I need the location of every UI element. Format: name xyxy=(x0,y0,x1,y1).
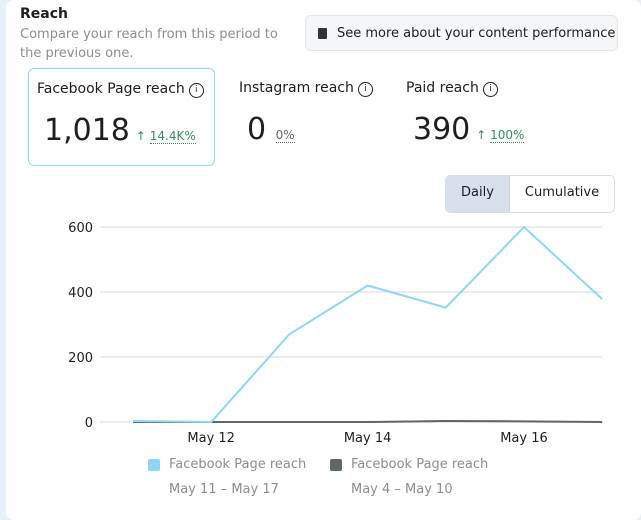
info-icon[interactable]: i xyxy=(482,82,498,97)
y-tick-label: 200 xyxy=(68,351,93,366)
x-tick-label: May 12 xyxy=(187,431,235,446)
metric-delta[interactable]: 100% xyxy=(490,128,525,143)
series-line-current xyxy=(132,225,603,424)
info-icon[interactable]: i xyxy=(188,83,204,98)
y-tick-label: 600 xyxy=(68,221,93,236)
legend-period: May 4 – May 10 xyxy=(351,482,453,497)
y-tick-label: 400 xyxy=(68,286,93,301)
notebook-icon xyxy=(318,27,327,39)
arrow-up-icon: ↑ xyxy=(476,128,487,142)
metric-label: Paid reach xyxy=(406,80,479,96)
metric-facebook-page-reach[interactable]: Facebook Page reach i 1,018 ↑ 14.4K% xyxy=(28,68,215,166)
metric-delta[interactable]: 14.4K% xyxy=(149,129,196,144)
metric-value: 390 xyxy=(413,112,471,147)
legend-label: Facebook Page reach xyxy=(351,457,489,472)
y-tick-label: 0 xyxy=(85,416,93,431)
x-tick-label: May 14 xyxy=(344,431,392,446)
metric-delta[interactable]: 0% xyxy=(275,128,295,143)
see-more-label: See more about your content performance xyxy=(337,25,616,41)
see-more-button[interactable]: See more about your content performance xyxy=(305,15,618,51)
legend-swatch xyxy=(330,459,342,471)
legend-swatch xyxy=(148,459,160,471)
metric-value: 0 xyxy=(247,112,267,147)
section-title: Reach xyxy=(20,6,68,22)
cumulative-button[interactable]: Cumulative xyxy=(524,185,600,200)
metric-paid-reach[interactable]: Paid reach i 390 ↑ 100% xyxy=(398,68,568,166)
metric-value: 1,018 xyxy=(44,113,130,148)
arrow-up-icon: ↑ xyxy=(135,129,146,143)
legend-label: Facebook Page reach xyxy=(169,457,307,472)
metric-label: Facebook Page reach xyxy=(37,81,185,97)
reach-card xyxy=(6,0,641,520)
x-tick-label: May 16 xyxy=(500,431,548,446)
section-subtitle: Compare your reach from this period to t… xyxy=(20,27,278,61)
metric-instagram-reach[interactable]: Instagram reach i 0 0% xyxy=(230,68,380,166)
view-toggle: Daily Cumulative xyxy=(445,175,616,213)
info-icon[interactable]: i xyxy=(357,82,373,97)
daily-button[interactable]: Daily xyxy=(446,176,510,212)
legend-period: May 11 – May 17 xyxy=(169,482,279,497)
metric-label: Instagram reach xyxy=(239,80,354,96)
